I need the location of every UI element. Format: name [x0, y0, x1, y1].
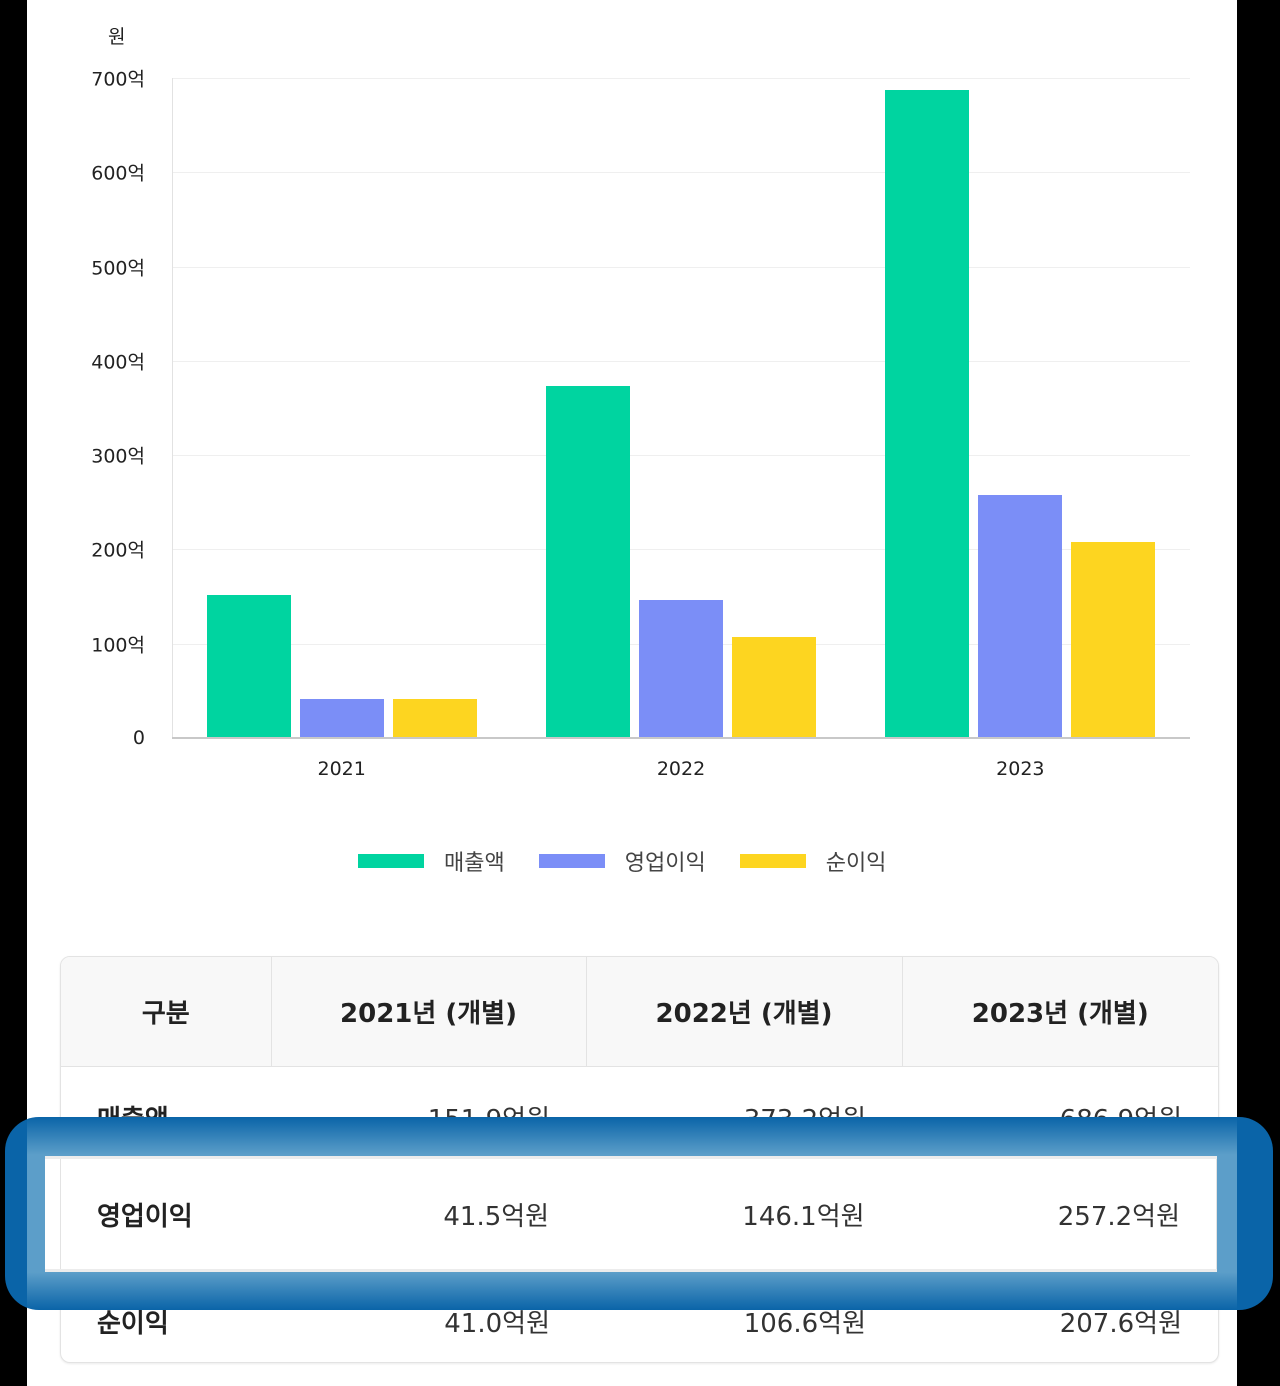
legend-label: 영업이익 — [624, 851, 706, 876]
table-header-row: 구분 2021년 (개별) 2022년 (개별) 2023년 (개별) — [61, 957, 1218, 1067]
gridline — [172, 455, 1190, 457]
row-label: 영업이익 — [97, 1201, 193, 1232]
bar-2023-1[interactable] — [978, 495, 1063, 738]
legend-item-net-income[interactable]: 순이익 — [739, 845, 887, 877]
y-tick-label: 200억 — [91, 539, 145, 562]
highlighted-table-row[interactable]: 영업이익 41.5억원 146.1억원 257.2억원 — [60, 1159, 1217, 1269]
cell-value: 373.2억원 — [586, 1066, 902, 1169]
x-tick-label: 2021 — [317, 758, 366, 780]
header-2022: 2022년 (개별) — [586, 957, 903, 1067]
header-category: 구분 — [61, 957, 272, 1067]
gridline — [172, 360, 1190, 362]
y-tick-label: 700억 — [91, 68, 145, 91]
gridline — [172, 172, 1190, 174]
y-tick-label: 0 — [132, 727, 145, 749]
cell-value: 686.9억원 — [902, 1066, 1218, 1169]
legend-swatch-operating-profit — [538, 854, 605, 868]
bar-2021-0[interactable] — [206, 594, 291, 738]
header-2021: 2021년 (개별) — [271, 957, 587, 1067]
x-axis-baseline — [172, 737, 1190, 739]
bar-2022-0[interactable] — [546, 386, 630, 738]
bar-2022-2[interactable] — [732, 637, 816, 738]
chart-legend: 매출액 영업이익 순이익 — [358, 845, 920, 877]
y-tick-label: 500억 — [91, 257, 145, 280]
y-axis-line — [172, 78, 173, 738]
row-highlight-inner — [45, 1156, 1217, 1272]
legend-swatch-net-income — [739, 854, 806, 868]
bar-2023-0[interactable] — [885, 90, 970, 738]
bar-2023-2[interactable] — [1071, 542, 1156, 738]
table-row: 매출액 151.9억원 373.2억원 686.9억원 — [61, 1066, 1218, 1169]
gridline — [172, 266, 1190, 268]
bar-2021-1[interactable] — [299, 698, 384, 738]
cell-value: 207.6억원 — [1059, 1309, 1182, 1339]
y-tick-label: 300억 — [91, 445, 145, 468]
gridline — [172, 78, 1190, 79]
cell-value: 146.1억원 — [742, 1201, 865, 1232]
legend-label: 순이익 — [825, 851, 887, 876]
y-tick-label: 400억 — [91, 351, 145, 374]
y-tick-label: 100억 — [91, 634, 145, 657]
bar-2022-1[interactable] — [639, 600, 723, 738]
cell-value: 41.0억원 — [444, 1309, 550, 1339]
y-tick-label: 600억 — [91, 162, 145, 185]
cell-value: 106.6억원 — [743, 1309, 866, 1339]
row-label: 순이익 — [97, 1309, 169, 1339]
cell-value: 41.5억원 — [443, 1201, 550, 1232]
x-tick-label: 2022 — [656, 758, 706, 780]
legend-item-operating-profit[interactable]: 영업이익 — [538, 845, 706, 877]
cell-value: 257.2억원 — [1057, 1201, 1181, 1232]
y-axis-unit: 원 — [108, 26, 126, 48]
header-2023: 2023년 (개별) — [902, 957, 1218, 1067]
table-row: 순이익 41.0억원 106.6억원 207.6억원 — [61, 1271, 1218, 1363]
cell-value: 151.9억원 — [271, 1066, 586, 1169]
gridline — [172, 549, 1190, 551]
legend-swatch-revenue — [358, 854, 424, 868]
x-tick-label: 2023 — [996, 758, 1045, 780]
row-label: 매출액 — [61, 1066, 271, 1169]
legend-item-revenue[interactable]: 매출액 — [358, 845, 505, 877]
legend-label: 매출액 — [444, 851, 505, 876]
bar-2021-2[interactable] — [392, 699, 477, 738]
